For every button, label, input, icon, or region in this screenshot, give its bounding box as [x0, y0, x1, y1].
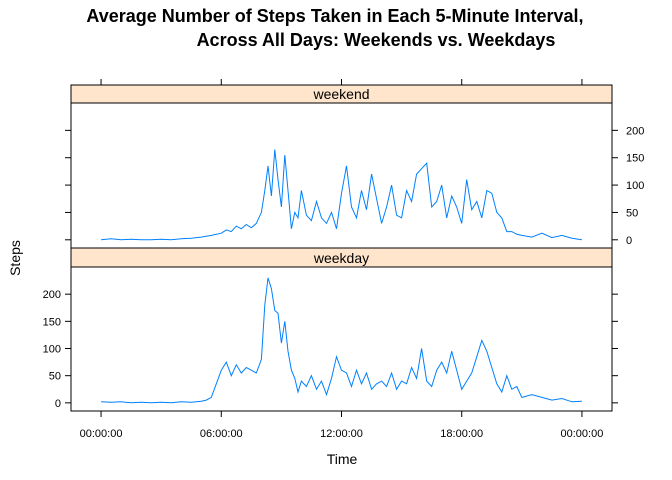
x-tick-label-3: 18:00:00 — [440, 428, 483, 440]
x-tick-label-1: 06:00:00 — [200, 428, 243, 440]
y-tick-label-weekend-0: 0 — [626, 235, 632, 247]
y-axis-label: Steps — [7, 240, 23, 276]
y-tick-label-weekday-2: 100 — [43, 344, 61, 356]
y-tick-label-weekend-2: 100 — [626, 180, 644, 192]
chart-title-line2: Across All Days: Weekends vs. Weekdays — [197, 30, 556, 50]
x-axis-label: Time — [327, 451, 358, 467]
x-tick-label-2: 12:00:00 — [320, 428, 363, 440]
plot-area: weekend 0 50 100 150 200 weekday 0 50 100 150 200 00… — [43, 79, 644, 440]
y-tick-label-weekend-1: 50 — [626, 207, 638, 219]
y-tick-label-weekday-0: 0 — [55, 398, 61, 410]
panel-frame-weekday — [70, 266, 613, 412]
y-tick-label-weekday-3: 150 — [43, 316, 61, 328]
y-tick-label-weekend-4: 200 — [626, 125, 644, 137]
x-tick-label-4: 00:00:00 — [561, 428, 604, 440]
strip-label-weekend: weekend — [312, 86, 369, 102]
x-tick-label-0: 00:00:00 — [80, 428, 123, 440]
y-tick-label-weekday-4: 200 — [43, 289, 61, 301]
y-tick-label-weekend-3: 150 — [626, 153, 644, 165]
series-line-weekend — [101, 149, 582, 241]
series-line-weekday — [101, 277, 582, 404]
panel-frame-weekend — [70, 102, 613, 249]
chart-title-line1: Average Number of Steps Taken in Each 5-… — [86, 6, 583, 26]
strip-label-weekday: weekday — [313, 250, 369, 266]
y-tick-label-weekday-1: 50 — [49, 371, 61, 383]
